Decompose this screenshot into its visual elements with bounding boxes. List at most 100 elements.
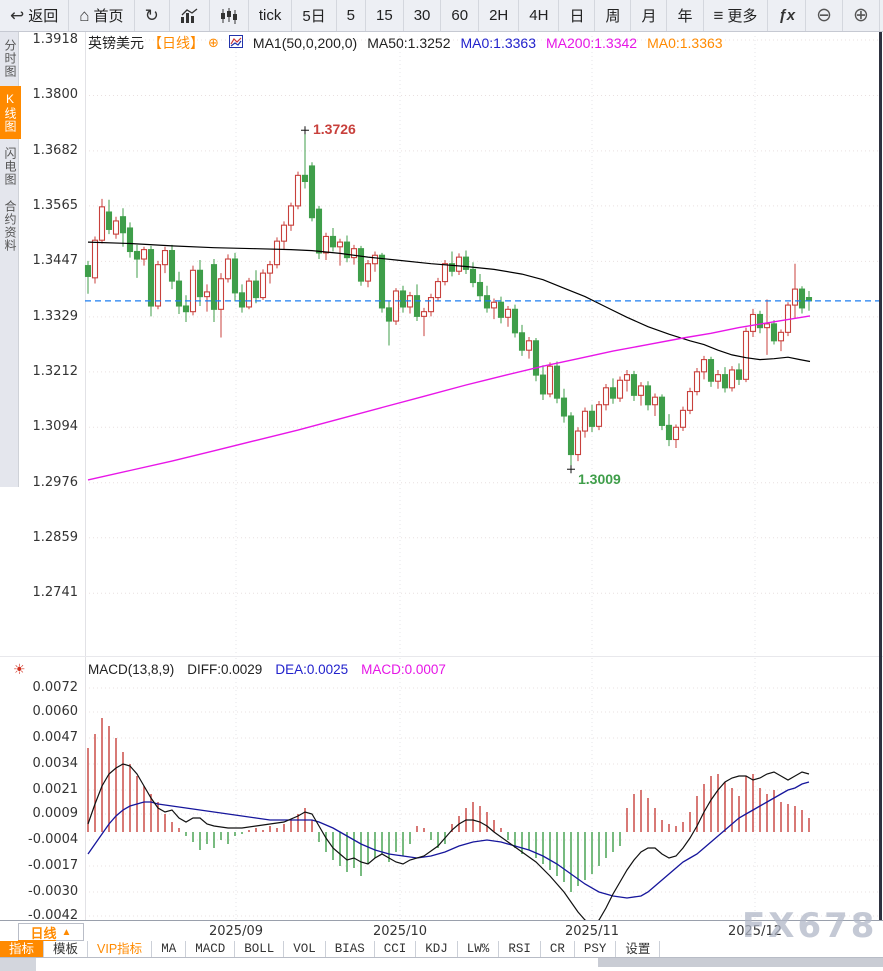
toolbar-item-label: 4H [529, 7, 549, 24]
macd-dea-value: DEA:0.0025 [275, 662, 349, 677]
toolbar-item-5-min[interactable]: 5 [337, 0, 366, 31]
toolbar-item-home[interactable]: ⌂ 首页 [69, 0, 135, 31]
toolbar-item-60-min[interactable]: 60 [441, 0, 480, 31]
toolbar-item-2-hour[interactable]: 2H [479, 0, 520, 31]
ma-chart-icon [228, 35, 243, 51]
toolbar-item-yearly[interactable]: 年 [667, 0, 704, 31]
period-selector[interactable]: 日线 ▲ [18, 923, 84, 941]
horizontal-scrollbar[interactable] [598, 958, 883, 967]
macd-indicator-chart[interactable] [0, 656, 883, 921]
plot-left-border [85, 31, 86, 920]
zoom-out-icon: ⊖ [816, 5, 833, 26]
tab-KDJ[interactable]: KDJ [416, 941, 458, 957]
toolbar-item-label: 30 [413, 7, 431, 24]
main-chart-header: 英镑美元 【日线】 ⊕ MA1(50,0,200,0) MA50:1.3252 … [88, 33, 723, 53]
toolbar-item-weekly[interactable]: 周 [595, 0, 632, 31]
tab-VOL[interactable]: VOL [284, 941, 326, 957]
macd-y-axis-label: -0.0004 [28, 832, 79, 847]
main-y-axis-label: 1.3800 [32, 87, 79, 103]
fx-icon: ƒx [778, 7, 796, 24]
pane-separator [0, 656, 883, 657]
tab-PSY[interactable]: PSY [575, 941, 617, 957]
toolbar-item-4-hour[interactable]: 4H [519, 0, 560, 31]
x-axis-label: 2025/11 [564, 924, 620, 939]
main-y-axis-label: 1.3682 [32, 142, 79, 158]
toolbar-item-zoom-out[interactable]: ⊖ [806, 0, 844, 31]
indicator-tab-bar: 指标 模板 VIP指标 MA MACD BOLL VOL BIAS CCI KDJ LW% RSI CR… [0, 941, 883, 958]
refresh-icon: ↻ [144, 6, 159, 25]
toolbar-item-monthly[interactable]: 月 [631, 0, 668, 31]
tab-MA[interactable]: MA [152, 941, 187, 957]
tab-BOLL[interactable]: BOLL [235, 941, 285, 957]
toolbar-item-label: tick [258, 7, 282, 24]
main-y-axis-label: 1.3094 [32, 419, 79, 435]
toolbar-item-label: 5 [346, 7, 355, 24]
macd-y-axis-label: 0.0072 [32, 680, 79, 695]
svg-text:1.3726: 1.3726 [313, 121, 356, 137]
main-candlestick-chart[interactable]: 1.3726 1.3009 [0, 31, 883, 656]
toolbar-item-5-day[interactable]: 5日 [292, 0, 337, 31]
toolbar-item-label: 月 [641, 8, 657, 25]
main-y-axis-label: 1.3447 [32, 253, 79, 269]
ma50-value: MA50:1.3252 [367, 35, 451, 51]
tab-MACD[interactable]: MACD [186, 941, 236, 957]
macd-y-axis-label: -0.0030 [28, 884, 79, 899]
toolbar-item-15-min[interactable]: 15 [366, 0, 404, 31]
zoom-in-icon: ⊕ [853, 5, 869, 26]
toolbar-item-label: 更多 [727, 8, 758, 25]
candlestick-icon [220, 7, 238, 24]
ma0-orange-value: MA0:1.3363 [647, 35, 723, 51]
tab-指标[interactable]: 指标 [0, 941, 45, 957]
toolbar-item-fx[interactable]: ƒx [768, 0, 807, 31]
tab-设置[interactable]: 设置 [616, 941, 661, 957]
toolbar-item-30-min[interactable]: 30 [404, 0, 442, 31]
tab-BIAS[interactable]: BIAS [326, 941, 375, 957]
tab-RSI[interactable]: RSI [499, 941, 541, 957]
top-toolbar: ↩ 返回 ⌂ 首页 ↻ tick 5日 5 15 30 60 2H 4H 日周月年 ≡ 更多 ƒx ⊖ ⊕ [0, 0, 883, 32]
toolbar-item-back[interactable]: ↩ 返回 [0, 0, 70, 31]
tab-LW%[interactable]: LW% [458, 941, 500, 957]
tab-CCI[interactable]: CCI [375, 941, 417, 957]
macd-header: MACD(13,8,9) DIFF:0.0029 DEA:0.0025 MACD… [88, 662, 446, 677]
x-axis-row: 日线 ▲ 2025/09 2025/10 2025/11 2025/12 [0, 920, 883, 942]
main-y-axis-label: 1.3212 [32, 363, 79, 379]
tab-CR[interactable]: CR [541, 941, 575, 957]
period-selector-label: 日线 [30, 925, 57, 941]
toolbar-item-bar-chart[interactable] [170, 0, 210, 31]
main-y-axis-label: 1.2741 [32, 585, 79, 601]
ma200-value: MA200:1.3342 [546, 35, 638, 51]
main-y-axis-label: 1.3329 [32, 308, 79, 324]
svg-text:1.3009: 1.3009 [578, 471, 621, 487]
x-axis-label: 2025/12 [727, 924, 783, 939]
macd-y-axis-label: -0.0042 [28, 908, 79, 923]
tab-模板[interactable]: 模板 [44, 941, 89, 957]
toolbar-item-label: 周 [605, 8, 621, 25]
sidebar-item-1[interactable]: K线图 [0, 86, 21, 139]
x-axis-label: 2025/09 [208, 924, 264, 939]
macd-title: MACD(13,8,9) [88, 662, 175, 677]
toolbar-item-tick[interactable]: tick [249, 0, 293, 31]
toolbar-item-label: 返回 [28, 8, 59, 25]
toolbar-item-label: 首页 [93, 8, 124, 25]
sidebar-item-2[interactable]: 闪电图 [3, 147, 17, 186]
add-indicator-icon[interactable]: ⊕ [208, 35, 219, 50]
toolbar-item-label: 日 [569, 8, 585, 25]
bottom-left-box [0, 958, 36, 971]
macd-diff-value: DIFF:0.0029 [187, 662, 263, 677]
macd-y-axis-label: 0.0009 [32, 806, 79, 821]
toolbar-item-zoom-in[interactable]: ⊕ [843, 0, 880, 31]
more-icon: ≡ [713, 6, 724, 25]
tab-VIP指标[interactable]: VIP指标 [88, 941, 153, 957]
toolbar-item-daily[interactable]: 日 [559, 0, 596, 31]
bottom-strip [0, 958, 883, 971]
sidebar-item-3[interactable]: 合约资料 [3, 200, 17, 252]
macd-y-axis-label: -0.0017 [28, 858, 79, 873]
toolbar-item-refresh[interactable]: ↻ [135, 0, 170, 31]
indicator-settings-icon[interactable]: ☀ [13, 661, 26, 677]
macd-y-axis-label: 0.0047 [32, 730, 79, 745]
toolbar-item-more[interactable]: ≡ 更多 [704, 0, 769, 31]
sidebar-item-0[interactable]: 分时图 [3, 39, 17, 78]
macd-y-axis-label: 0.0021 [32, 782, 79, 797]
toolbar-item-candlestick[interactable] [210, 0, 249, 31]
